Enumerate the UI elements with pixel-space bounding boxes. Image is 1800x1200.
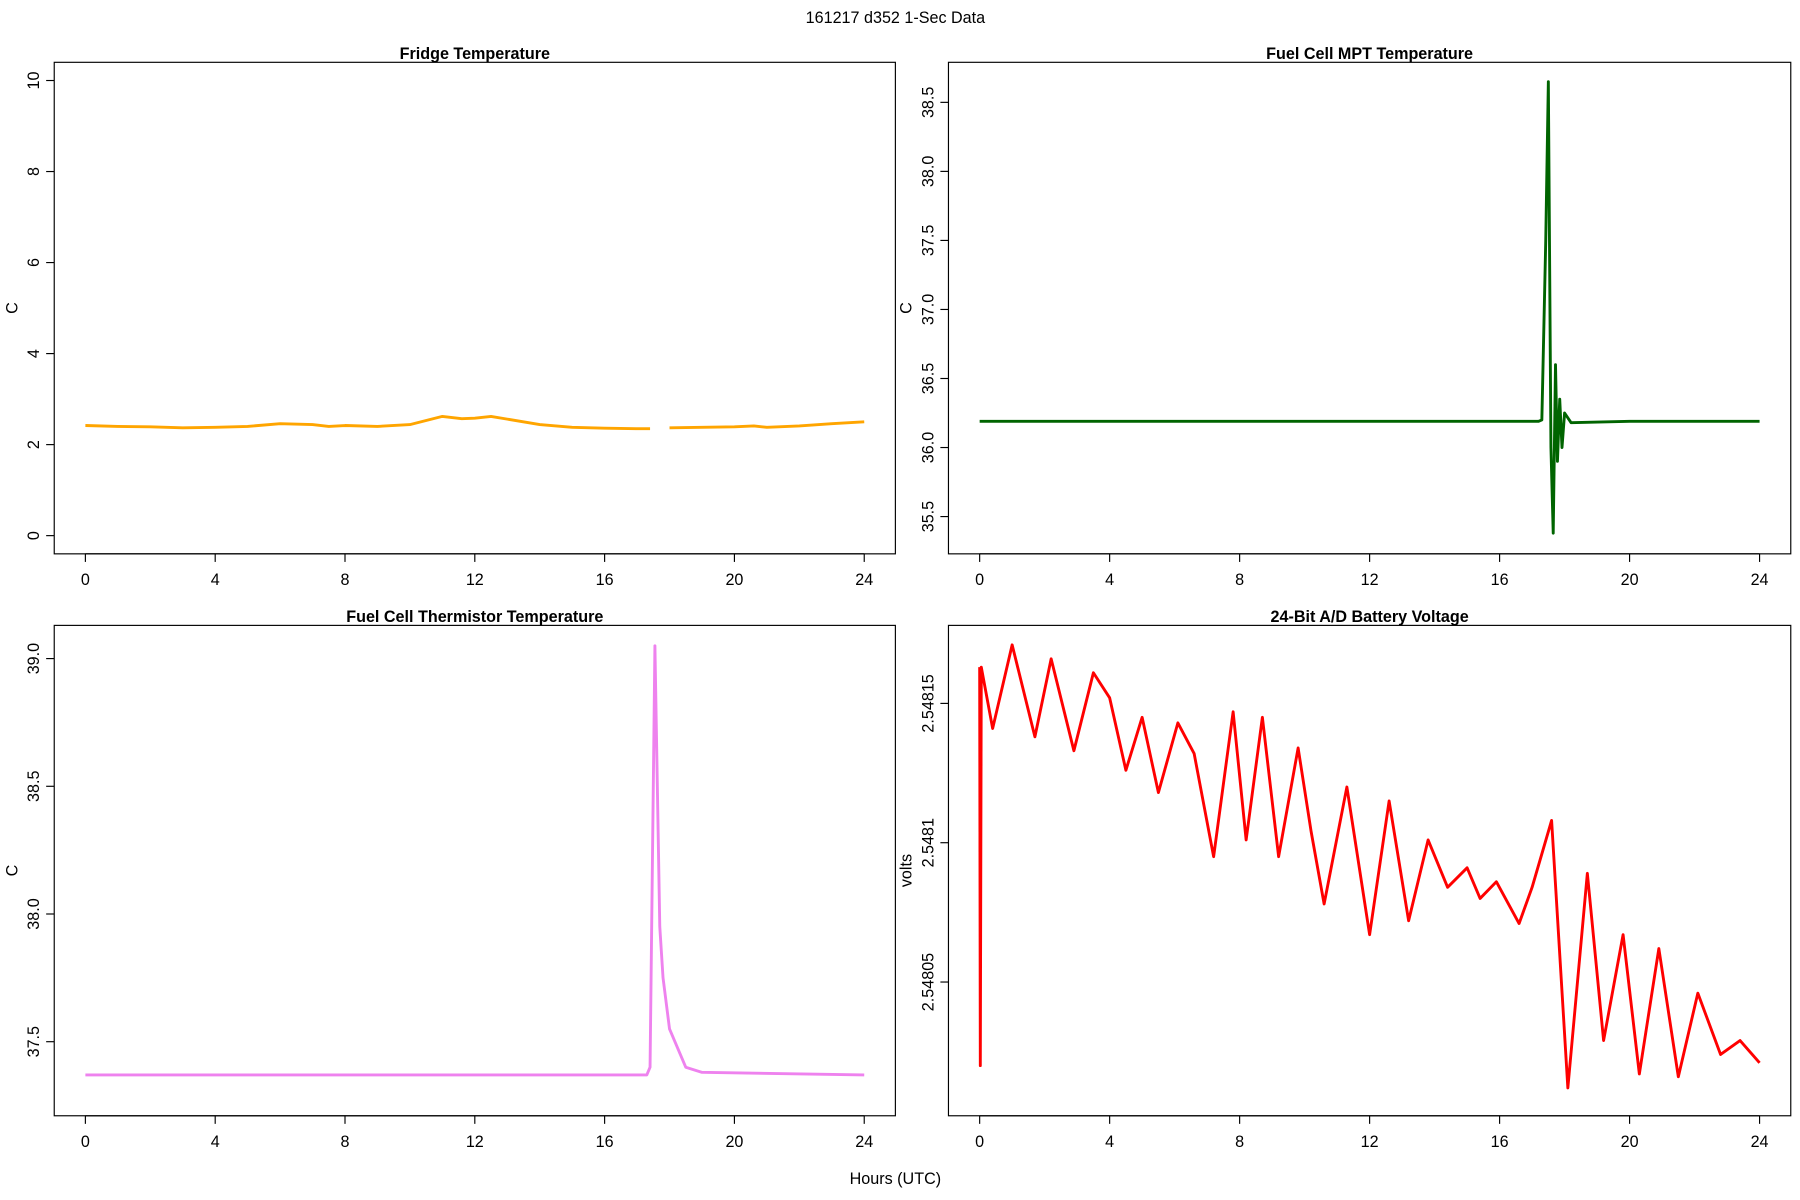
data-line xyxy=(85,414,865,431)
y-tick-label: 0 xyxy=(25,531,43,540)
y-axis-label: volts xyxy=(898,854,916,887)
y-tick-label: 2.54805 xyxy=(919,953,937,1011)
y-tick-label: 8 xyxy=(25,167,43,176)
x-tick-label: 0 xyxy=(81,571,90,589)
x-tick-label: 0 xyxy=(975,571,984,589)
x-tick-label: 20 xyxy=(1621,1133,1639,1151)
x-tick-label: 8 xyxy=(1235,1133,1244,1151)
x-tick-label: 8 xyxy=(341,571,350,589)
y-tick-label: 2.54815 xyxy=(919,674,937,732)
y-axis-label: C xyxy=(898,302,916,314)
x-tick-label: 16 xyxy=(1491,1133,1509,1151)
figure-title: 161217 d352 1-Sec Data xyxy=(806,9,986,27)
x-tick-label: 12 xyxy=(466,571,484,589)
y-axis-label: C xyxy=(3,864,21,876)
panel-title: Fuel Cell MPT Temperature xyxy=(1266,45,1473,63)
data-line xyxy=(85,644,865,1077)
x-tick-label: 4 xyxy=(1105,571,1114,589)
data-line xyxy=(978,643,1761,1090)
x-tick-label: 20 xyxy=(725,1133,743,1151)
y-tick-label: 4 xyxy=(25,349,43,358)
x-axis-label: Hours (UTC) xyxy=(850,1170,941,1188)
y-tick-label: 36.5 xyxy=(919,363,937,394)
x-tick-label: 24 xyxy=(855,571,873,589)
x-tick-label: 24 xyxy=(855,1133,873,1151)
data-line xyxy=(979,80,1760,535)
x-tick-label: 4 xyxy=(211,1133,220,1151)
y-tick-label: 35.5 xyxy=(919,501,937,532)
x-tick-label: 4 xyxy=(1105,1133,1114,1151)
y-tick-label: 38.0 xyxy=(919,156,937,187)
x-tick-label: 16 xyxy=(1491,571,1509,589)
x-tick-label: 0 xyxy=(975,1133,984,1151)
panel-title: 24-Bit A/D Battery Voltage xyxy=(1271,608,1469,626)
y-tick-label: 38.5 xyxy=(919,87,937,118)
plot-frame xyxy=(53,624,896,1117)
y-tick-label: 38.5 xyxy=(25,771,43,802)
x-tick-label: 12 xyxy=(1361,1133,1379,1151)
y-tick-label: 37.5 xyxy=(25,1026,43,1057)
y-tick-label: 2 xyxy=(25,440,43,449)
plot-frame xyxy=(947,624,1792,1117)
x-tick-label: 8 xyxy=(341,1133,350,1151)
plot-frame xyxy=(947,61,1792,555)
x-tick-label: 12 xyxy=(466,1133,484,1151)
x-tick-label: 16 xyxy=(596,571,614,589)
x-tick-label: 20 xyxy=(1621,571,1639,589)
y-tick-label: 37.0 xyxy=(919,294,937,325)
y-tick-label: 6 xyxy=(25,258,43,267)
x-tick-label: 4 xyxy=(211,571,220,589)
x-tick-label: 24 xyxy=(1751,571,1769,589)
y-axis-label: C xyxy=(3,302,21,314)
x-tick-label: 24 xyxy=(1751,1133,1769,1151)
x-tick-label: 8 xyxy=(1235,571,1244,589)
panel-title: Fuel Cell Thermistor Temperature xyxy=(346,608,603,626)
x-tick-label: 16 xyxy=(596,1133,614,1151)
y-tick-label: 37.5 xyxy=(919,225,937,256)
plot-frame xyxy=(53,61,896,555)
y-tick-label: 36.0 xyxy=(919,432,937,463)
panel-title: Fridge Temperature xyxy=(400,45,550,63)
x-tick-label: 20 xyxy=(725,571,743,589)
y-tick-label: 39.0 xyxy=(25,643,43,674)
x-tick-label: 0 xyxy=(81,1133,90,1151)
y-tick-label: 38.0 xyxy=(25,898,43,929)
y-tick-label: 2.5481 xyxy=(919,818,937,867)
x-tick-label: 12 xyxy=(1361,571,1379,589)
y-tick-label: 10 xyxy=(25,72,43,90)
